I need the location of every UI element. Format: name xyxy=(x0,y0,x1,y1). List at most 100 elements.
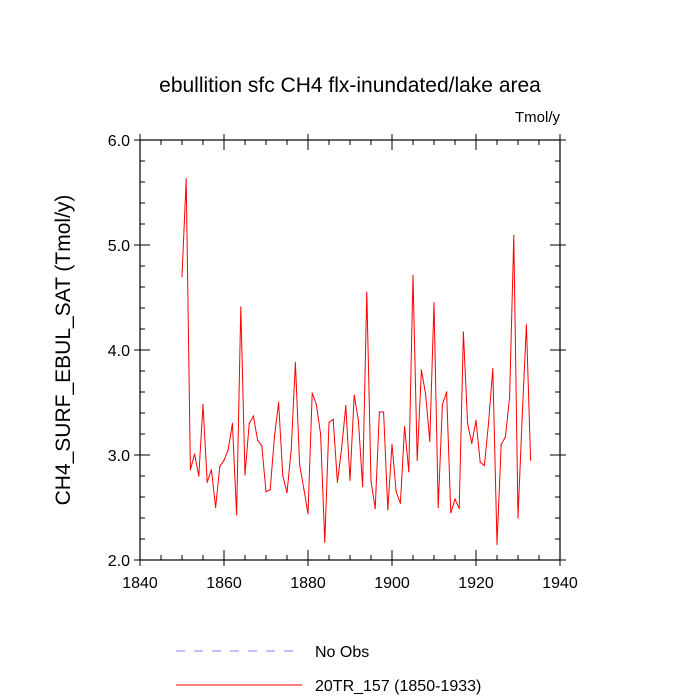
data-point-1930 xyxy=(517,517,519,519)
legend: No Obs 20TR_157 (1850-1933) xyxy=(176,644,481,695)
data-point-1865 xyxy=(244,474,246,476)
data-point-1873 xyxy=(278,401,280,404)
series-line-20tr-157 xyxy=(181,178,532,545)
data-point-1877 xyxy=(294,362,296,364)
data-point-1924 xyxy=(492,368,494,370)
y-tick-label: 6.0 xyxy=(108,133,130,150)
data-point-1898 xyxy=(383,411,385,413)
data-point-1855 xyxy=(202,404,204,406)
data-point-1908 xyxy=(425,393,427,395)
data-point-1888 xyxy=(341,448,343,450)
data-point-1884 xyxy=(324,541,326,543)
series-points xyxy=(181,178,532,545)
data-point-1866 xyxy=(248,422,250,425)
data-point-1861 xyxy=(227,449,229,451)
data-point-1933 xyxy=(530,459,532,461)
axis-ticks xyxy=(134,134,566,566)
data-point-1917 xyxy=(462,331,464,333)
x-tick-label: 1940 xyxy=(542,575,578,592)
data-point-1902 xyxy=(399,502,401,504)
data-point-1859 xyxy=(219,465,221,468)
y-tick-label: 4.0 xyxy=(108,343,130,360)
data-point-1891 xyxy=(353,394,355,396)
data-point-1864 xyxy=(240,306,242,308)
data-point-1885 xyxy=(328,421,330,424)
data-point-1850 xyxy=(181,275,183,278)
data-point-1853 xyxy=(194,453,196,455)
data-point-1889 xyxy=(345,405,347,407)
data-point-1875 xyxy=(286,492,288,494)
data-point-1904 xyxy=(408,471,410,473)
data-point-1858 xyxy=(215,506,217,509)
data-point-1931 xyxy=(521,415,523,417)
data-point-1881 xyxy=(311,392,313,394)
data-point-1892 xyxy=(357,419,359,421)
legend-label-no-obs: No Obs xyxy=(315,644,369,661)
y-tick-label: 2.0 xyxy=(108,553,130,570)
data-point-1907 xyxy=(420,369,422,371)
data-point-1878 xyxy=(299,463,301,466)
data-point-1869 xyxy=(261,444,263,447)
data-point-1928 xyxy=(509,396,511,398)
data-point-1896 xyxy=(374,507,376,510)
data-point-1932 xyxy=(525,324,528,326)
data-point-1886 xyxy=(332,418,334,420)
x-tick-label: 1860 xyxy=(206,575,242,592)
units-label: Tmol/y xyxy=(515,109,561,126)
data-point-1851 xyxy=(185,178,187,180)
data-point-1871 xyxy=(269,489,271,491)
data-point-1905 xyxy=(412,274,414,277)
data-point-1857 xyxy=(210,469,212,471)
data-point-1906 xyxy=(416,459,418,461)
data-point-1887 xyxy=(336,481,338,483)
y-tick-label: 3.0 xyxy=(108,448,130,465)
data-point-1923 xyxy=(488,421,490,424)
data-point-1909 xyxy=(429,440,431,442)
data-point-1911 xyxy=(437,506,439,509)
data-point-1882 xyxy=(315,404,317,406)
data-point-1856 xyxy=(206,481,208,483)
data-point-1879 xyxy=(303,488,305,490)
data-point-1899 xyxy=(387,509,389,511)
data-point-1862 xyxy=(231,422,233,425)
data-point-1919 xyxy=(471,442,473,445)
axis-tick-labels: 1840 1860 1880 1900 1920 1940 2.0 3.0 4.0 5.0 6.0 xyxy=(108,133,578,592)
data-point-1870 xyxy=(265,491,267,493)
data-point-1910 xyxy=(433,302,435,304)
data-point-1894 xyxy=(366,291,368,293)
data-point-1874 xyxy=(282,475,284,477)
y-axis-label: CH4_SURF_EBUL_SAT (Tmol/y) xyxy=(52,195,75,506)
data-point-1893 xyxy=(362,485,364,488)
legend-label-20tr-157: 20TR_157 (1850-1933) xyxy=(315,678,481,695)
data-point-1922 xyxy=(483,464,485,467)
data-point-1926 xyxy=(500,443,502,446)
data-point-1890 xyxy=(349,479,351,481)
data-point-1915 xyxy=(454,498,456,500)
x-tick-label: 1920 xyxy=(458,575,494,592)
data-point-1854 xyxy=(198,475,200,477)
data-point-1872 xyxy=(273,436,275,438)
data-point-1863 xyxy=(236,514,238,516)
data-point-1867 xyxy=(252,415,254,417)
y-tick-label: 5.0 xyxy=(108,238,130,255)
data-point-1901 xyxy=(395,491,397,493)
x-tick-label: 1880 xyxy=(290,575,326,592)
data-point-1852 xyxy=(189,469,191,471)
chart-title: ebullition sfc CH4 flx-inundated/lake ar… xyxy=(159,74,541,97)
data-point-1913 xyxy=(446,391,448,393)
x-tick-label: 1840 xyxy=(122,575,158,592)
data-point-1920 xyxy=(475,419,477,421)
data-point-1929 xyxy=(513,234,515,237)
data-point-1900 xyxy=(391,443,393,446)
plot-area xyxy=(181,178,532,545)
data-point-1876 xyxy=(290,449,292,451)
data-point-1903 xyxy=(404,426,406,428)
data-point-1895 xyxy=(370,480,372,482)
data-point-1921 xyxy=(479,461,481,463)
data-point-1927 xyxy=(504,436,506,438)
x-tick-label: 1900 xyxy=(374,575,410,592)
data-point-1914 xyxy=(450,512,452,514)
data-point-1897 xyxy=(378,411,380,413)
data-point-1916 xyxy=(458,507,460,510)
